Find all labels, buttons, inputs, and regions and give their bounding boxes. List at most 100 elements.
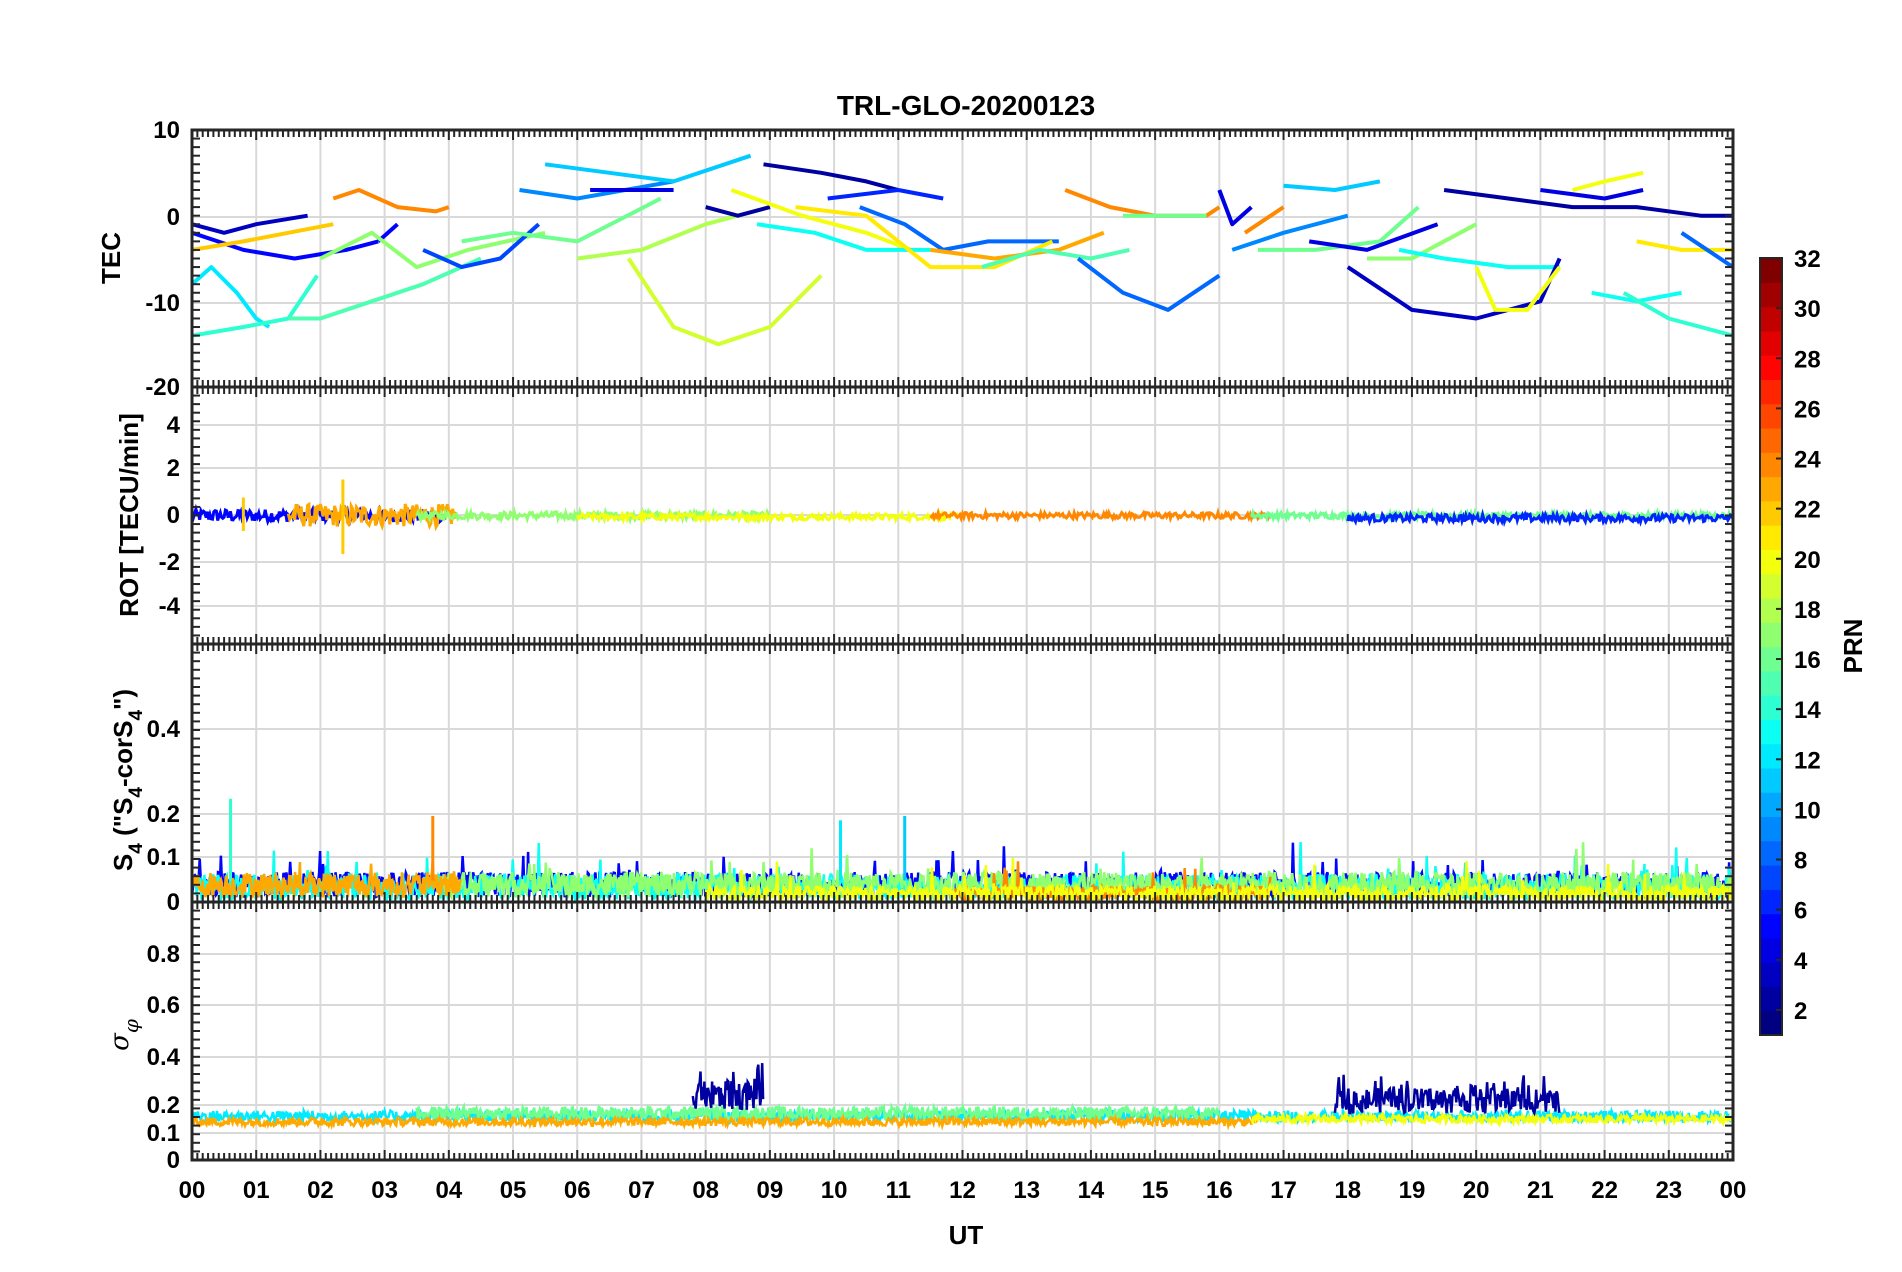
x-tick-label: 03 bbox=[371, 1177, 398, 1204]
tec-series-prn-14 bbox=[1622, 291, 1733, 338]
colorbar-segment bbox=[1760, 1010, 1782, 1036]
y-tick-label: 0.4 bbox=[147, 1044, 181, 1071]
rot-series-prn-6 bbox=[1346, 508, 1733, 528]
x-tick-label: 10 bbox=[821, 1177, 848, 1204]
colorbar-tick-label: 22 bbox=[1794, 497, 1821, 524]
colorbar-tick-label: 14 bbox=[1794, 697, 1821, 724]
y-tick-label: 0 bbox=[167, 502, 180, 529]
axis-text-layer: 100-10-20420-2-40.40.20.100.80.60.40.20.… bbox=[96, 117, 1868, 1204]
tec-series-prn-13 bbox=[1398, 247, 1560, 270]
tec-series-prn-20 bbox=[730, 188, 912, 252]
tec-series-prn-22 bbox=[192, 222, 334, 252]
colorbar-segment bbox=[1760, 889, 1782, 915]
colorbar-segment bbox=[1760, 816, 1782, 842]
y-tick-label: -4 bbox=[159, 593, 181, 620]
colorbar-segment bbox=[1760, 379, 1782, 405]
x-tick-label: 06 bbox=[564, 1177, 591, 1204]
tec-series-prn-4 bbox=[1217, 189, 1253, 227]
tec-series-prn-9 bbox=[519, 179, 674, 201]
colorbar-tick-label: 20 bbox=[1794, 547, 1821, 574]
y-tick-label: 0.1 bbox=[147, 1120, 180, 1147]
tec-series-prn-6 bbox=[827, 188, 944, 201]
colorbar-segment bbox=[1760, 767, 1782, 793]
panel-s4 bbox=[192, 798, 1733, 902]
y-tick-label: -20 bbox=[145, 374, 180, 401]
y-axis-label-tec: TEC bbox=[96, 232, 126, 284]
colorbar-segment bbox=[1760, 549, 1782, 575]
colorbar-segment bbox=[1760, 986, 1782, 1012]
colorbar-segment bbox=[1760, 937, 1782, 963]
tec-series-prn-24 bbox=[332, 188, 450, 214]
tec-series-prn-15 bbox=[981, 247, 1130, 270]
y-tick-label: 0 bbox=[167, 204, 180, 231]
x-tick-label: 01 bbox=[243, 1177, 270, 1204]
colorbar-segment bbox=[1760, 403, 1782, 429]
sigma-series-prn-23 bbox=[192, 1112, 1259, 1131]
data-layer bbox=[192, 153, 1733, 1131]
tec-series-prn-7 bbox=[422, 222, 541, 270]
x-tick-label: 04 bbox=[435, 1177, 462, 1204]
x-tick-label: 07 bbox=[628, 1177, 655, 1204]
tec-series-prn-14 bbox=[192, 274, 319, 338]
tec-series-prn-24 bbox=[1064, 188, 1221, 218]
colorbar-tick-label: 32 bbox=[1794, 246, 1821, 273]
colorbar-tick-label: 26 bbox=[1794, 396, 1821, 423]
tec-series-prn-11 bbox=[1283, 179, 1381, 192]
y-tick-label: 0 bbox=[167, 1147, 180, 1174]
tec-series-prn-2 bbox=[705, 205, 771, 218]
colorbar-segment bbox=[1760, 573, 1782, 599]
y-tick-label: -2 bbox=[159, 549, 180, 576]
colorbar-segment bbox=[1760, 670, 1782, 696]
x-tick-label: 14 bbox=[1078, 1177, 1105, 1204]
x-tick-label: 21 bbox=[1527, 1177, 1554, 1204]
colorbar-segment bbox=[1760, 840, 1782, 866]
colorbar-tick-label: 12 bbox=[1794, 747, 1821, 774]
tec-series-prn-21 bbox=[1636, 239, 1733, 252]
rot-series-prn-20 bbox=[575, 508, 964, 526]
y-tick-label: 0 bbox=[167, 889, 180, 916]
colorbar-segment bbox=[1760, 622, 1782, 648]
colorbar-tick-label: 28 bbox=[1794, 346, 1821, 373]
tec-series-prn-8 bbox=[1680, 231, 1733, 269]
colorbar-segment bbox=[1760, 330, 1782, 356]
y-tick-label: -10 bbox=[145, 290, 180, 317]
s4-series-prn-20 bbox=[704, 857, 1733, 902]
tec-series-prn-17 bbox=[319, 230, 546, 270]
y-tick-label: 0.6 bbox=[147, 992, 180, 1019]
x-tick-label: 17 bbox=[1270, 1177, 1297, 1204]
tec-series-prn-2 bbox=[1443, 188, 1733, 218]
tec-series-prn-2 bbox=[763, 162, 899, 192]
x-tick-label: 00 bbox=[1720, 1177, 1747, 1204]
tec-series-prn-13 bbox=[756, 222, 931, 252]
colorbar-segment bbox=[1760, 452, 1782, 478]
tec-series-prn-15 bbox=[288, 256, 482, 321]
panel-rot bbox=[192, 479, 1733, 555]
colorbar-segment bbox=[1760, 355, 1782, 381]
colorbar-tick-label: 16 bbox=[1794, 647, 1821, 674]
y-tick-label: 10 bbox=[153, 117, 180, 144]
colorbar-tick-label: 8 bbox=[1794, 848, 1807, 875]
sigma-series-prn-2 bbox=[1333, 1074, 1561, 1117]
x-tick-label: 19 bbox=[1399, 1177, 1426, 1204]
colorbar-segment bbox=[1760, 525, 1782, 550]
colorbar-segment bbox=[1760, 646, 1782, 672]
colorbar-segment bbox=[1760, 306, 1782, 332]
rot-series-prn-23 bbox=[286, 500, 457, 532]
s4-series-prn-23 bbox=[192, 860, 462, 902]
colorbar-tick-label: 18 bbox=[1794, 597, 1821, 624]
x-tick-label: 16 bbox=[1206, 1177, 1233, 1204]
y-tick-label: 0.8 bbox=[147, 941, 180, 968]
colorbar-segment bbox=[1760, 865, 1782, 890]
colorbar-segment bbox=[1760, 719, 1782, 745]
y-axis-label-rot: ROT [TECU/min] bbox=[114, 413, 144, 617]
colorbar-tick-label: 4 bbox=[1794, 948, 1808, 975]
colorbar-segment bbox=[1760, 427, 1782, 453]
tec-series-prn-11 bbox=[544, 153, 752, 184]
y-tick-label: 0.2 bbox=[147, 1092, 180, 1119]
tec-series-prn-3 bbox=[192, 213, 308, 235]
x-tick-label: 15 bbox=[1142, 1177, 1169, 1204]
y-tick-label: 4 bbox=[167, 412, 181, 439]
tec-series-prn-12 bbox=[192, 265, 271, 329]
x-tick-label: 08 bbox=[692, 1177, 719, 1204]
